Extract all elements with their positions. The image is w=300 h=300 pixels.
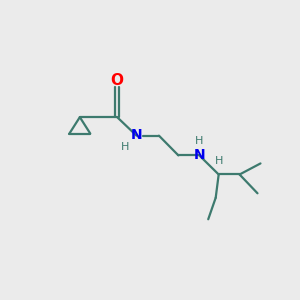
Text: H: H: [121, 142, 130, 152]
Text: H: H: [214, 156, 223, 166]
Text: O: O: [111, 73, 124, 88]
Text: N: N: [194, 148, 205, 162]
Text: N: N: [131, 128, 142, 142]
Text: H: H: [195, 136, 203, 146]
